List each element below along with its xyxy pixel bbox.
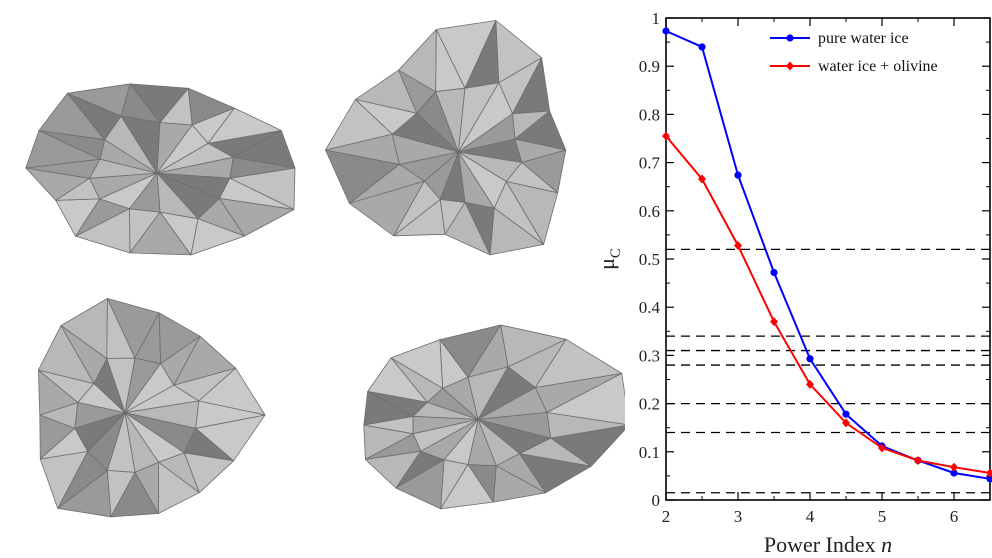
y-tick-label: 1	[652, 9, 661, 28]
data-point-pure-water-ice	[698, 43, 706, 51]
data-point-water-ice-olivine	[986, 468, 992, 478]
legend-marker	[786, 61, 794, 71]
shape-model-2	[325, 20, 567, 256]
y-tick-label: 0.2	[639, 395, 660, 414]
legend: pure water ice water ice + olivine	[770, 30, 938, 75]
y-tick-label: 0	[652, 491, 661, 510]
y-tick-label: 0.3	[639, 346, 660, 365]
data-point-pure-water-ice	[986, 475, 992, 483]
legend-label: water ice + olivine	[818, 58, 938, 75]
x-tick-label: 4	[806, 507, 815, 526]
y-tick-label: 0.9	[639, 57, 660, 76]
x-tick-label: 2	[662, 507, 671, 526]
data-point-pure-water-ice	[662, 27, 670, 35]
asteroid-shape-models	[25, 20, 625, 518]
y-axis-label: μC	[594, 248, 624, 270]
y-tick-label: 0.1	[639, 443, 660, 462]
y-tick-label: 0.4	[639, 298, 661, 317]
x-tick-label: 5	[878, 507, 887, 526]
data-point-water-ice-olivine	[734, 241, 742, 251]
data-point-pure-water-ice	[770, 268, 778, 277]
data-point-water-ice-olivine	[806, 379, 814, 389]
series-line-water-ice-olivine	[665, 135, 991, 474]
data-point-water-ice-olivine	[842, 418, 850, 428]
x-axis-label: Power Index n	[764, 532, 892, 557]
shape-model-1	[25, 83, 296, 256]
data-point-water-ice-olivine	[950, 462, 958, 472]
series-line-pure-water-ice	[665, 30, 991, 480]
x-tick-label: 6	[950, 507, 959, 526]
y-tick-label: 0.7	[639, 154, 661, 173]
data-point-pure-water-ice	[950, 469, 958, 477]
data-point-pure-water-ice	[734, 171, 742, 179]
data-point-water-ice-olivine	[698, 174, 706, 184]
y-tick-label: 0.8	[639, 105, 660, 124]
legend-label: pure water ice	[818, 30, 909, 47]
data-point-pure-water-ice	[842, 410, 850, 418]
legend-marker	[786, 34, 794, 42]
shape-model-4	[363, 324, 625, 510]
data-point-water-ice-olivine	[662, 131, 670, 141]
y-tick-label: 0.5	[639, 250, 660, 269]
data-point-water-ice-olivine	[914, 455, 922, 465]
y-tick-label: 0.6	[639, 202, 660, 221]
data-point-water-ice-olivine	[770, 317, 778, 327]
x-tick-label: 3	[734, 507, 743, 526]
data-point-water-ice-olivine	[878, 443, 886, 453]
shape-model-3	[38, 298, 266, 518]
data-point-pure-water-ice	[806, 355, 814, 363]
